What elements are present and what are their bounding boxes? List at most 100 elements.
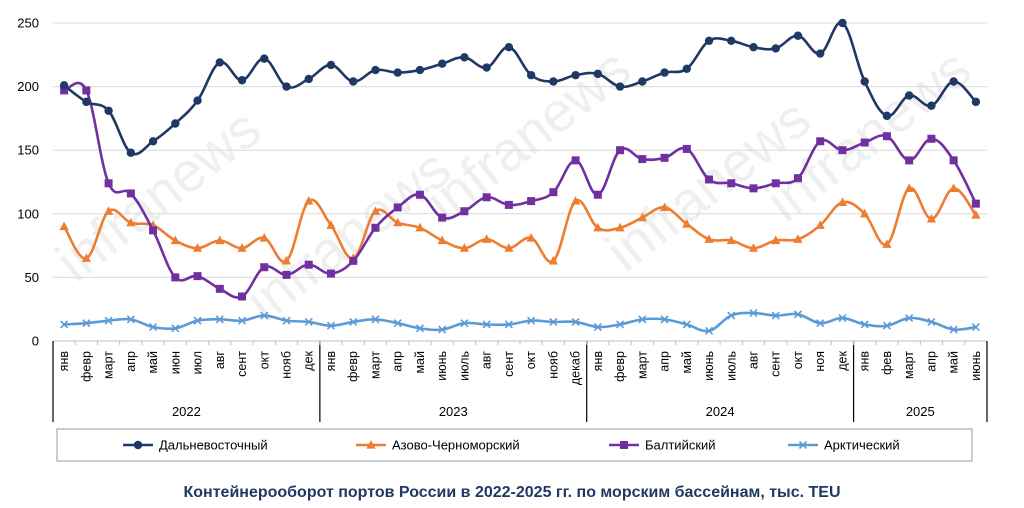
series-2 — [60, 81, 980, 301]
x-tick-label: май — [947, 351, 961, 374]
data-point — [371, 65, 380, 75]
data-point — [704, 326, 714, 335]
data-point — [149, 322, 158, 332]
data-point — [727, 36, 736, 46]
legend-item: Дальневосточный — [123, 438, 268, 453]
data-point — [637, 212, 647, 222]
watermark-text: infranews — [44, 96, 272, 293]
y-tick-label: 200 — [17, 79, 39, 94]
year-label: 2024 — [706, 404, 735, 419]
data-point — [504, 320, 513, 329]
data-point — [860, 320, 869, 329]
data-point — [104, 316, 113, 325]
data-point — [460, 53, 469, 62]
data-point — [971, 210, 981, 219]
x-tick-label: дек — [835, 350, 849, 370]
data-point — [526, 70, 536, 80]
data-point — [260, 54, 269, 63]
data-point — [59, 81, 69, 90]
x-tick-label: май — [146, 351, 160, 374]
data-point — [482, 320, 491, 329]
data-point — [281, 255, 292, 265]
data-point — [927, 101, 936, 110]
data-point — [904, 183, 914, 192]
x-tick-label: ноя — [813, 351, 827, 372]
y-tick-label: 150 — [17, 143, 39, 158]
series-0 — [59, 18, 981, 157]
y-tick-label: 0 — [32, 334, 39, 349]
data-point — [237, 243, 247, 252]
data-point — [371, 315, 380, 324]
x-tick-label: дек — [302, 350, 316, 370]
data-point — [326, 220, 336, 229]
data-point — [748, 243, 759, 252]
data-point — [749, 42, 758, 52]
data-point — [282, 316, 291, 325]
data-point — [415, 324, 424, 333]
data-point — [682, 218, 692, 228]
data-point — [571, 156, 580, 165]
legend-item: Азово-Черноморский — [356, 438, 520, 453]
data-point — [193, 316, 202, 325]
data-point — [682, 144, 691, 153]
data-point — [615, 82, 625, 91]
data-point — [438, 213, 447, 222]
data-point — [616, 146, 625, 155]
data-point — [215, 315, 224, 324]
data-point — [193, 96, 202, 105]
data-point — [438, 325, 447, 334]
y-tick-label: 50 — [25, 270, 39, 285]
data-point — [460, 319, 469, 328]
data-point — [749, 308, 758, 318]
data-point — [905, 156, 914, 165]
x-tick-label: март — [368, 351, 382, 379]
data-point — [171, 119, 180, 128]
x-tick-label: нояб — [546, 351, 560, 379]
data-point — [104, 179, 113, 188]
data-point — [527, 197, 536, 206]
data-point — [593, 222, 603, 232]
data-point — [837, 197, 848, 206]
data-point — [215, 235, 225, 245]
data-point — [793, 234, 803, 243]
x-tick-label: декаб — [569, 351, 583, 385]
data-point — [215, 284, 224, 293]
x-tick-label: авг — [747, 351, 761, 370]
watermark-text: infranews — [234, 136, 462, 333]
x-tick-label: февр — [346, 351, 360, 382]
x-tick-label: июль — [724, 351, 738, 381]
data-point — [971, 322, 980, 332]
data-point — [549, 77, 558, 86]
data-point — [927, 317, 936, 326]
data-point — [482, 193, 491, 202]
data-point — [660, 153, 669, 162]
data-point — [370, 206, 381, 215]
data-point — [260, 263, 269, 272]
x-tick-label: янв — [57, 351, 71, 372]
data-point — [571, 70, 580, 80]
data-point — [927, 134, 936, 143]
legend-item: Арктический — [788, 438, 900, 453]
chart-title: Контейнерооборот портов России в 2022-20… — [184, 484, 841, 501]
data-point — [549, 188, 558, 197]
x-tick-label: июн — [168, 351, 182, 374]
data-point — [304, 260, 313, 269]
data-point — [60, 320, 69, 329]
data-point — [170, 235, 180, 245]
data-point — [82, 97, 91, 107]
legend-box — [56, 428, 973, 462]
legend-marker — [366, 440, 376, 449]
data-point — [638, 155, 647, 164]
data-point — [949, 156, 958, 165]
data-point — [816, 49, 825, 58]
data-point — [705, 175, 714, 184]
data-point — [570, 196, 581, 205]
data-point — [193, 272, 202, 281]
legend-label: Арктический — [824, 438, 900, 453]
data-point — [904, 91, 914, 100]
data-point — [460, 207, 469, 216]
y-tick-label: 250 — [17, 16, 39, 31]
series-1 — [59, 183, 981, 265]
data-point — [682, 64, 691, 73]
x-tick-label: янв — [591, 351, 605, 372]
